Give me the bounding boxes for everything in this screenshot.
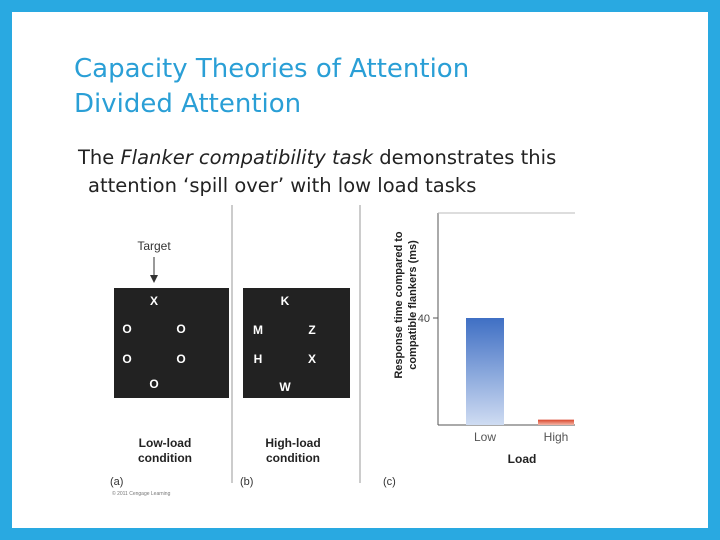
- chart-category-label: High: [544, 430, 569, 444]
- copyright-text: © 2011 Cengage Learning: [112, 490, 171, 497]
- chart-y-tick-label: 40: [418, 313, 430, 325]
- chart-category-label: Low: [474, 430, 496, 444]
- panel-a-letter: O: [122, 322, 131, 336]
- panel-b-letter: H: [254, 352, 263, 366]
- panel-a-tag: (a): [110, 476, 123, 488]
- flanker-figure: Target X O O O O O Low-load condition (a…: [90, 205, 580, 505]
- body-line-2: attention ‘spill over’ with low load tas…: [88, 174, 477, 197]
- figure-svg: Target X O O O O O Low-load condition (a…: [110, 205, 575, 497]
- frame-top: [0, 0, 720, 12]
- panel-a-letter: O: [122, 352, 131, 366]
- body-suffix: demonstrates this: [373, 146, 557, 169]
- panel-a-letter: O: [176, 322, 185, 336]
- frame-bottom: [0, 528, 720, 540]
- panel-b-display: [243, 288, 350, 398]
- panel-a-letter: X: [150, 294, 158, 308]
- panel-b-letter: K: [281, 294, 290, 308]
- panel-b-letter: X: [308, 352, 316, 366]
- body-text: The Flanker compatibility task demonstra…: [78, 144, 678, 200]
- target-arrow-head: [150, 275, 158, 283]
- title-line-1: Capacity Theories of Attention: [74, 54, 470, 84]
- chart-y-label-line-2: compatible flankers (ms): [407, 240, 419, 370]
- panel-b-caption-2: condition: [266, 451, 320, 465]
- frame-right: [708, 0, 720, 540]
- panel-a-caption-2: condition: [138, 451, 192, 465]
- chart-x-label: Load: [508, 452, 537, 466]
- panel-b-letter: M: [253, 323, 263, 337]
- target-label: Target: [137, 239, 171, 253]
- panel-a-display: [114, 288, 229, 398]
- panel-a-caption-1: Low-load: [139, 436, 192, 450]
- title-line-2: Divided Attention: [74, 89, 302, 119]
- panel-a-letter: O: [149, 377, 158, 391]
- chart-bar-low: [466, 318, 504, 425]
- chart-bar-high: [538, 419, 574, 425]
- slide-title: Capacity Theories of Attention Divided A…: [74, 52, 674, 122]
- body-prefix: The: [78, 146, 121, 169]
- panel-b-tag: (b): [240, 476, 253, 488]
- panel-b-letter: Z: [308, 323, 315, 337]
- panel-a-letter: O: [176, 352, 185, 366]
- chart-y-label-line-1: Response time compared to: [393, 231, 405, 379]
- frame-left: [0, 0, 12, 540]
- rt-bar-chart: 40 Low High Load Response time compared …: [393, 212, 575, 466]
- panel-b-letter: W: [279, 380, 291, 394]
- panel-b-caption-1: High-load: [265, 436, 320, 450]
- panel-c-tag: (c): [383, 476, 396, 488]
- body-italic: Flanker compatibility task: [120, 146, 374, 169]
- body-line-1: The Flanker compatibility task demonstra…: [78, 144, 678, 172]
